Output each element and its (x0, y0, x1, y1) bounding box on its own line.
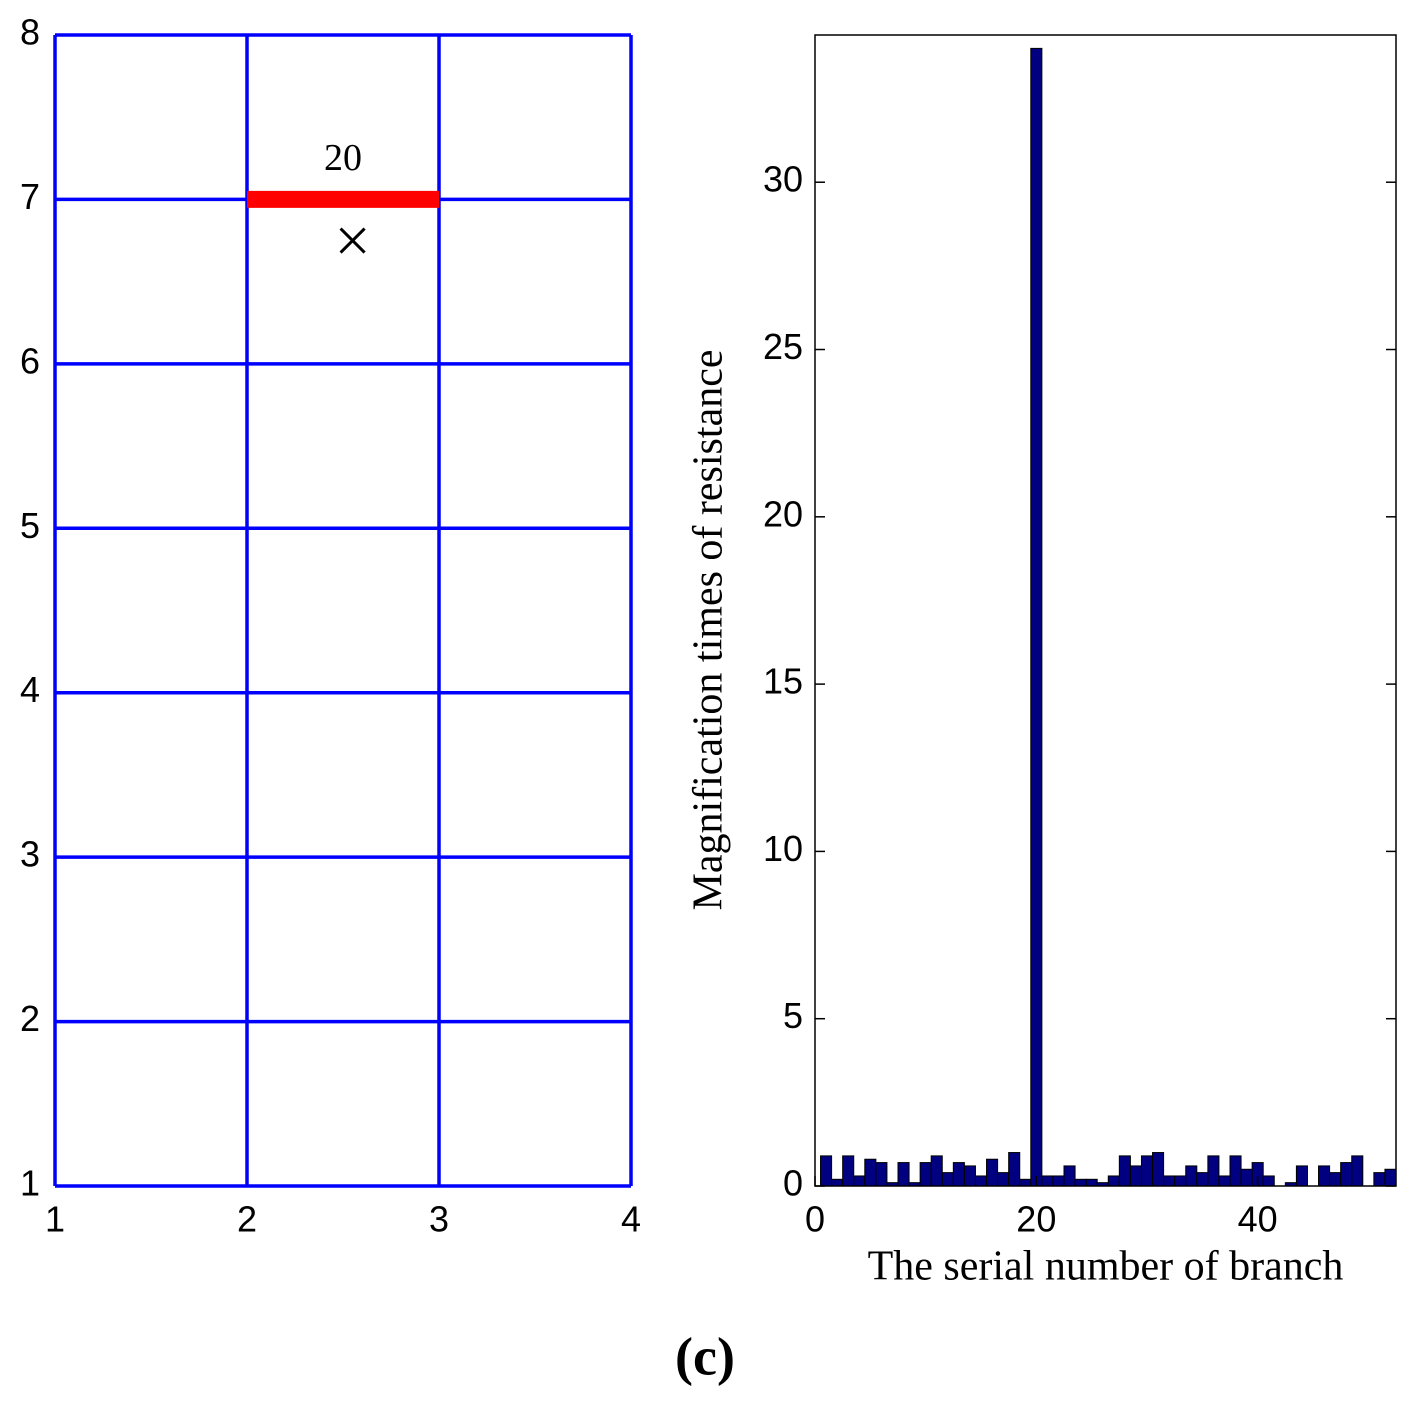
bar (820, 1155, 833, 1187)
y-tick-label: 30 (763, 159, 803, 200)
bar (1351, 1155, 1364, 1187)
bar (1174, 1175, 1187, 1187)
x-tick-label: 0 (805, 1199, 825, 1240)
marker-stroke (339, 227, 366, 254)
bar (1340, 1162, 1353, 1187)
bar (1074, 1178, 1087, 1187)
y-tick-label: 3 (20, 834, 40, 875)
y-axis-label: Magnification times of resistance (686, 350, 732, 911)
bar (1008, 1152, 1021, 1187)
bar (1041, 1175, 1054, 1187)
bar (974, 1175, 988, 1187)
y-tick-label: 5 (20, 505, 40, 546)
x-tick-label: 2 (237, 1199, 257, 1240)
bar (1052, 1175, 1065, 1187)
x-tick-label: 20 (1016, 1199, 1056, 1240)
bar (1019, 1178, 1032, 1187)
bar (897, 1162, 910, 1187)
bar (1384, 1168, 1397, 1187)
bar (1207, 1155, 1220, 1187)
bar (1085, 1178, 1098, 1187)
bar (1118, 1155, 1131, 1187)
bar (853, 1175, 866, 1187)
bar (842, 1155, 855, 1187)
bar (875, 1162, 888, 1187)
bar (1329, 1172, 1342, 1187)
bar (1229, 1155, 1242, 1187)
bar (1152, 1152, 1165, 1187)
y-tick-label: 2 (20, 998, 40, 1039)
bar (1196, 1172, 1209, 1187)
bar (1218, 1175, 1231, 1187)
bar (1185, 1165, 1198, 1187)
bar (1262, 1175, 1275, 1187)
x-tick-label: 40 (1238, 1199, 1278, 1240)
y-tick-label: 4 (20, 669, 40, 710)
y-tick-label: 1 (20, 1163, 40, 1204)
x-axis-label: The serial number of branch (868, 1244, 1344, 1290)
bar (1107, 1175, 1120, 1187)
bar (930, 1155, 943, 1187)
bar (1295, 1165, 1308, 1187)
y-tick-label: 0 (783, 1163, 803, 1204)
y-tick-label: 15 (763, 661, 803, 702)
y-tick-label: 7 (20, 176, 40, 217)
bar (919, 1162, 932, 1187)
caption: (c) (675, 1326, 735, 1386)
y-tick-label: 25 (763, 326, 803, 367)
bar (1129, 1165, 1142, 1187)
y-tick-label: 6 (20, 340, 40, 381)
bar (1163, 1175, 1176, 1187)
y-tick-label: 10 (763, 828, 803, 869)
bar (997, 1172, 1010, 1187)
bar (1318, 1165, 1331, 1187)
branch-label: 20 (324, 137, 362, 179)
bar (831, 1178, 844, 1187)
bar (1140, 1155, 1154, 1187)
x-tick-label: 4 (621, 1199, 641, 1240)
bar (1063, 1165, 1076, 1187)
fault-marker (339, 227, 366, 254)
bar (952, 1162, 965, 1187)
y-tick-label: 5 (783, 995, 803, 1036)
bar (1030, 47, 1043, 1187)
x-tick-label: 3 (429, 1199, 449, 1240)
bar (986, 1158, 999, 1187)
bar (864, 1158, 877, 1187)
bar (963, 1165, 976, 1187)
y-tick-label: 8 (20, 12, 40, 53)
bar (941, 1172, 954, 1187)
y-tick-label: 20 (763, 493, 803, 534)
bar (1240, 1168, 1253, 1187)
x-tick-label: 1 (45, 1199, 65, 1240)
bar (1373, 1172, 1386, 1187)
plot-frame (814, 34, 1397, 1187)
